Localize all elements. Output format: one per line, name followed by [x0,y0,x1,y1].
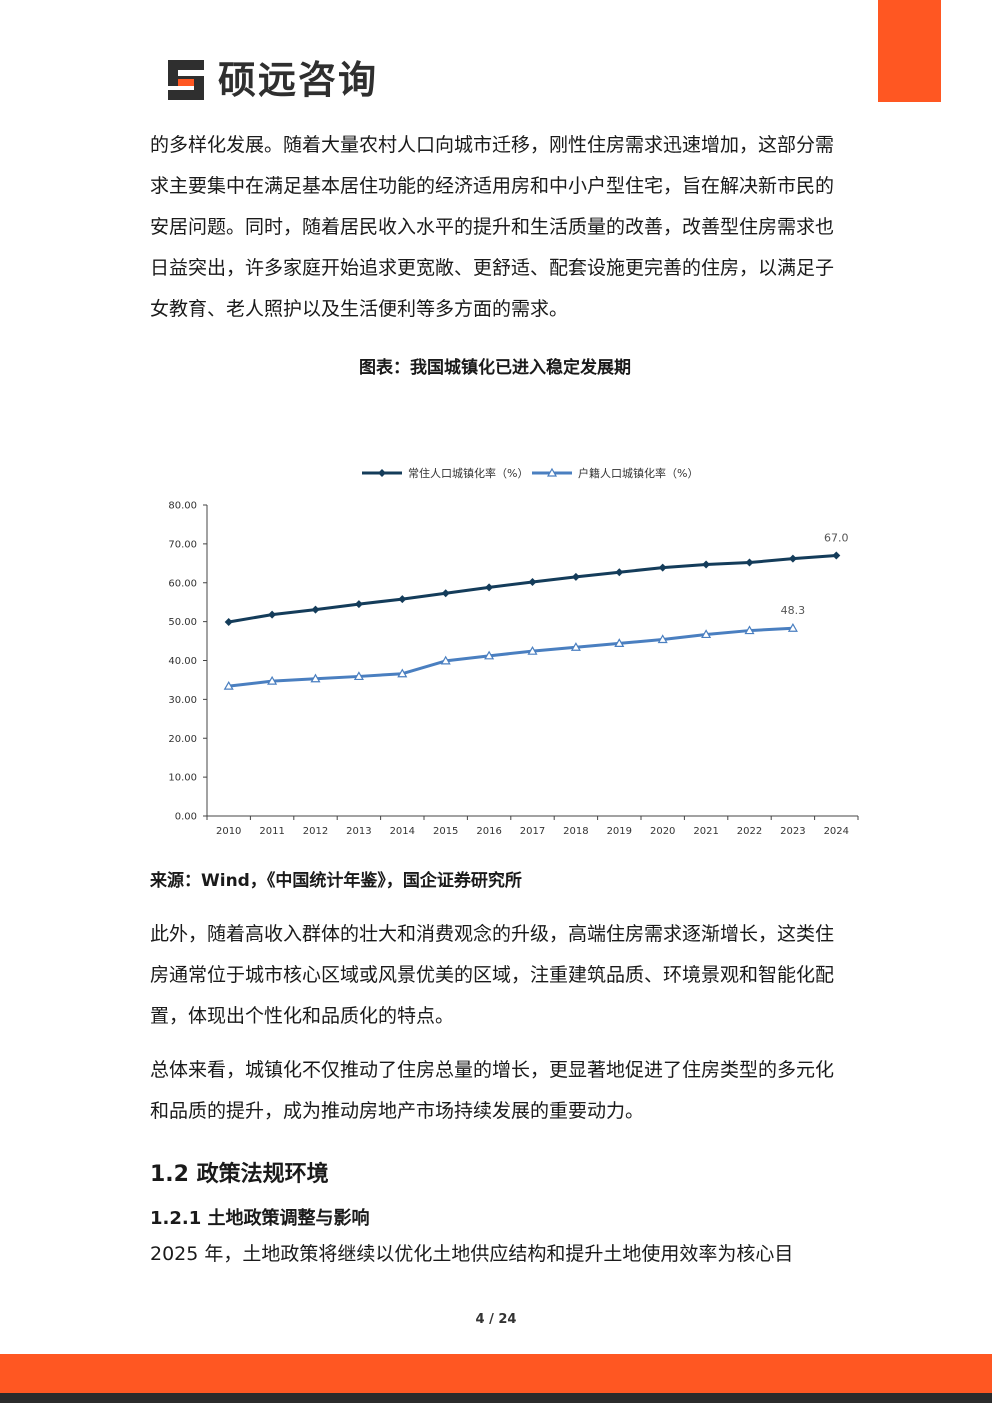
data-point-diamond [485,583,494,592]
x-tick-label: 2023 [780,826,805,837]
y-tick-label: 50.00 [168,617,197,628]
data-point-diamond [528,577,537,586]
y-tick-label: 0.00 [175,812,197,823]
x-tick-label: 2024 [824,826,849,837]
urbanization-line-chart: 0.00 10.00 20.00 30.00 40.00 50.00 60.00 70.00 8… [168,466,859,837]
series-line-1 [228,554,837,624]
data-point-diamond [702,560,711,569]
legend-label: 常住人口城镇化率（%） [408,466,528,480]
y-tick-label: 20.00 [168,734,197,745]
x-tick-label: 2020 [650,826,675,837]
footer-strip [0,1393,992,1403]
y-tick-label: 40.00 [168,656,197,667]
data-point-triangle [223,680,234,690]
brand-mark-icon [168,60,204,100]
series-line-2 [228,626,793,688]
data-label: 67.0 [824,532,849,545]
data-point-triangle [570,642,581,651]
subsection-heading: 1.2.1 土地政策调整与影响 [150,1208,370,1229]
footer-band [0,1354,992,1393]
data-point-triangle [353,671,364,681]
brand-logo: 硕远咨询 [164,58,378,102]
y-tick-label: 30.00 [168,695,197,706]
x-tick-label: 2019 [607,826,632,837]
x-tick-label: 2013 [346,826,371,837]
data-point-diamond [745,558,754,567]
data-point-diamond [571,572,580,581]
page-number: 4 / 24 [475,1312,517,1327]
data-point-triangle [310,673,321,683]
data-point-diamond [615,568,624,577]
data-point-diamond [441,589,450,598]
body-paragraph: 此外，随着高收入群体的壮大和消费观念的升级，高端住房需求逐渐增长，这类住房通常位… [150,923,835,1027]
data-point-triangle [267,675,278,685]
data-point-triangle [484,650,495,660]
section-heading: 1.2 政策法规环境 [150,1162,329,1187]
data-point-diamond [658,563,667,572]
brand-name: 硕远咨询 [218,58,379,102]
data-point-diamond [398,595,407,604]
data-label: 48.3 [781,604,806,617]
legend-marker [378,469,386,477]
body-paragraph: 总体来看，城镇化不仅推动了住房总量的增长，更显著地促进了住房类型的多元化和品质的… [150,1059,835,1122]
x-tick-label: 2010 [216,826,241,837]
x-tick-label: 2014 [390,826,415,837]
figure-source: 来源：Wind，《中国统计年鉴》，国企证券研究所 [150,871,522,891]
x-tick-label: 2022 [737,826,762,837]
data-point-triangle [440,655,451,665]
data-point-triangle [787,623,798,632]
x-tick-label: 2012 [303,826,328,837]
x-tick-label: 2018 [563,826,588,837]
y-tick-label: 60.00 [168,578,197,589]
x-tick-label: 2017 [520,826,545,837]
legend-marker [546,467,558,477]
legend-label: 户籍人口城镇化率（%） [578,466,698,480]
data-point-diamond [311,605,320,614]
figure-title: 图表：我国城镇化已进入稳定发展期 [359,358,631,378]
y-tick-label: 70.00 [168,539,197,550]
data-point-triangle [397,668,408,678]
data-point-diamond [354,600,363,609]
data-point-triangle [744,625,755,635]
data-point-triangle [701,629,712,639]
x-tick-label: 2011 [259,826,284,837]
data-point-triangle [527,645,538,655]
data-point-triangle [614,638,625,647]
data-point-diamond [224,618,233,627]
body-paragraph: 2025 年，土地政策将继续以优化土地供应结构和提升土地使用效率为核心目 [150,1243,794,1265]
x-tick-label: 2021 [693,826,718,837]
y-tick-label: 80.00 [168,501,197,512]
data-point-diamond [788,554,797,563]
y-tick-label: 10.00 [168,773,197,784]
data-point-diamond [832,551,841,560]
data-point-diamond [268,610,277,619]
x-tick-label: 2016 [476,826,501,837]
x-tick-label: 2015 [433,826,458,837]
header-accent-block [878,0,941,102]
data-point-triangle [657,634,668,644]
body-paragraph: 的多样化发展。随着大量农村人口向城市迁移，刚性住房需求迅速增加，这部分需求主要集… [150,134,835,320]
